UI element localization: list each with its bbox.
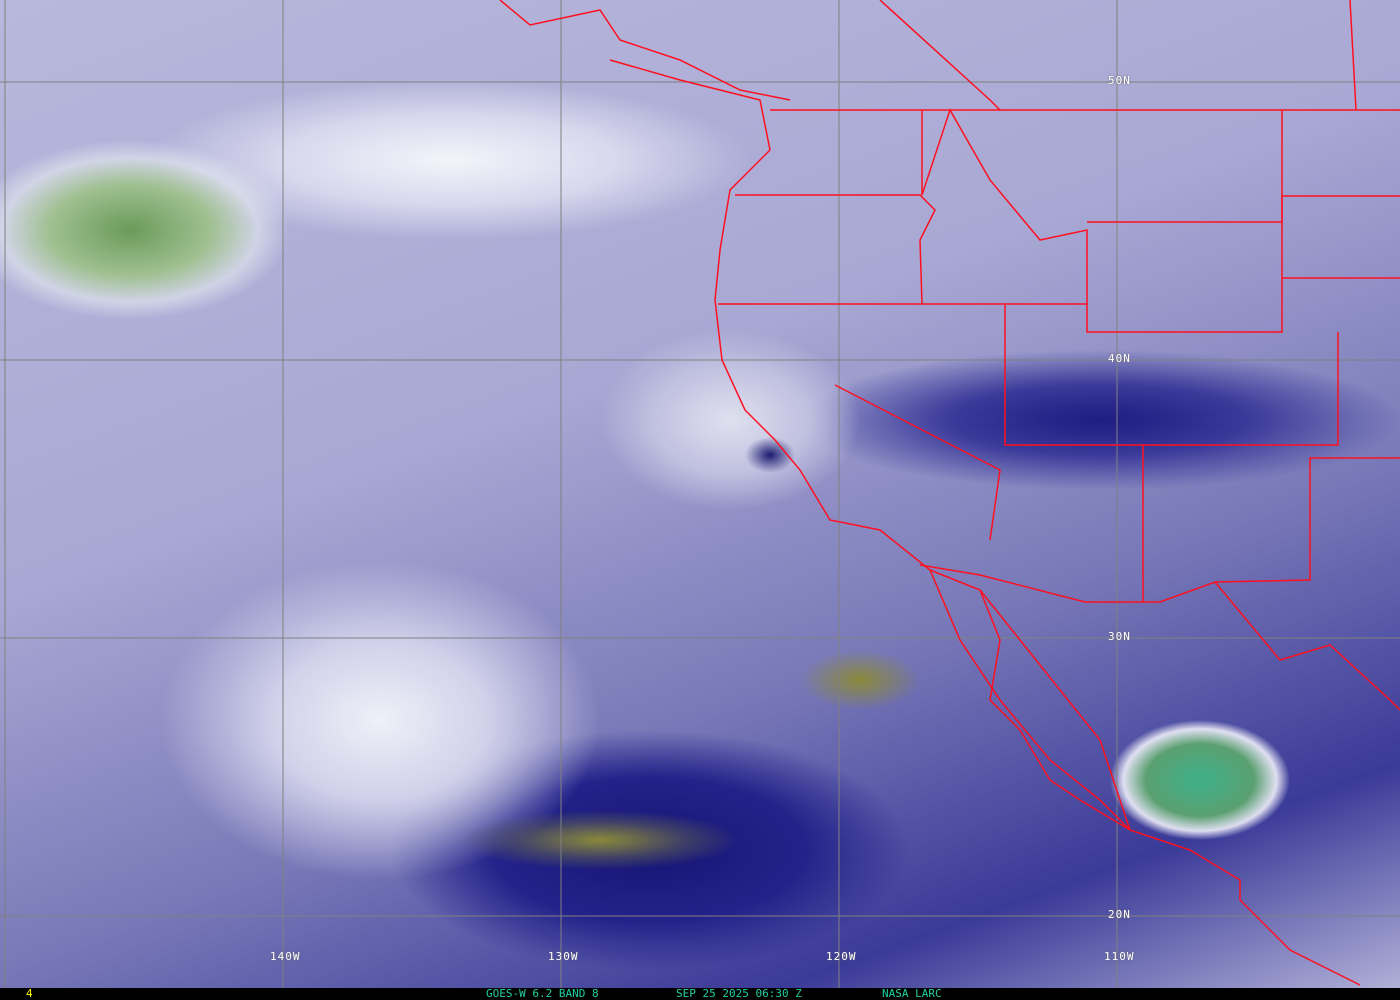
us-mexico-border — [919, 457, 1400, 603]
frame-number: 4 — [26, 987, 33, 1000]
canada-province-border — [879, 0, 1001, 111]
lon-label-130w: 130W — [548, 950, 579, 963]
canada-coastline — [499, 0, 791, 101]
mexico-coastline — [1214, 581, 1400, 711]
west-coast-coastline — [609, 59, 1361, 986]
idaho-montana-border — [921, 108, 1283, 333]
lon-label-110w: 110W — [1104, 950, 1135, 963]
washington-oregon-border — [735, 194, 936, 305]
lat-label-50n: 50N — [1108, 74, 1131, 87]
lat-label-40n: 40N — [1108, 352, 1131, 365]
timestamp: SEP 25 2025 06:30 Z — [676, 987, 802, 1000]
lat-label-30n: 30N — [1108, 630, 1131, 643]
baja-west-coast — [979, 589, 1131, 831]
baja-california — [929, 569, 1131, 831]
lat-label-20n: 20N — [1108, 908, 1131, 921]
arizona-nm-border — [1143, 332, 1339, 446]
california-nevada-border — [834, 384, 1001, 541]
political-borders — [499, 0, 1400, 986]
alberta-border — [1349, 0, 1357, 111]
utah-wyoming-border — [1087, 195, 1400, 223]
nevada-utah-border — [1004, 305, 1144, 602]
lon-label-140w: 140W — [270, 950, 301, 963]
source-label: NASA LARC — [882, 987, 942, 1000]
lon-label-120w: 120W — [826, 950, 857, 963]
satellite-band: GOES-W 6.2 BAND 8 — [486, 987, 599, 1000]
info-bar: 4 GOES-W 6.2 BAND 8 SEP 25 2025 06:30 Z … — [0, 988, 1400, 1000]
